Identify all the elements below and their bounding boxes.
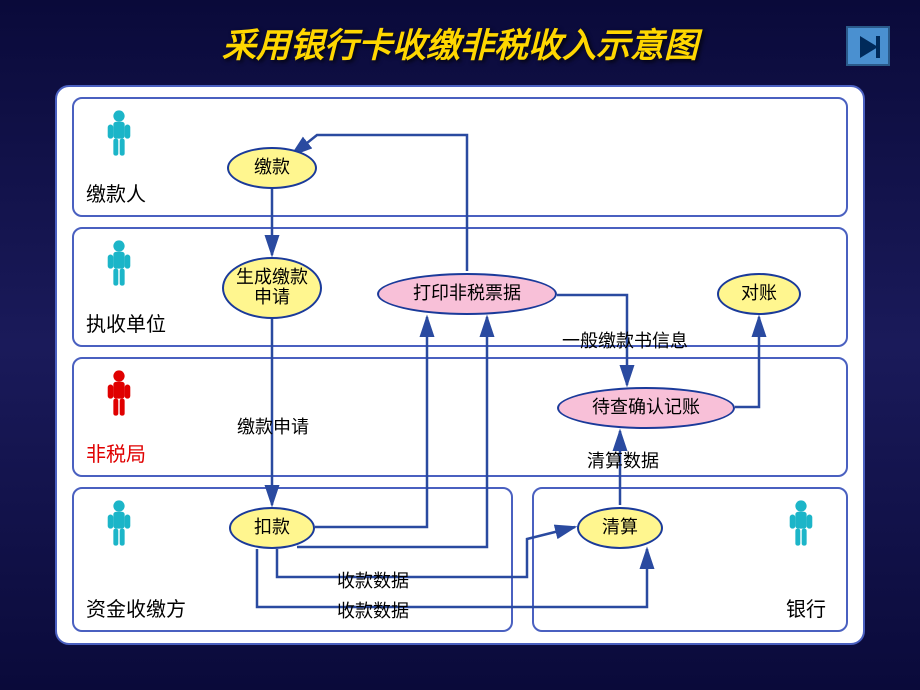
edge-label: 清算数据 xyxy=(587,447,659,473)
node-settle: 清算 xyxy=(577,507,663,549)
node-print: 打印非税票据 xyxy=(377,273,557,315)
edge-label: 一般缴款书信息 xyxy=(562,327,688,353)
node-pay: 缴款 xyxy=(227,147,317,189)
lane-label: 缴款人 xyxy=(86,178,146,207)
edge-label: 缴款申请 xyxy=(237,413,309,439)
person-icon xyxy=(102,369,136,417)
person-icon xyxy=(102,499,136,547)
lane-taxbureau: 非税局 xyxy=(72,357,848,477)
node-deduct: 扣款 xyxy=(229,507,315,549)
node-gen: 生成缴款申请 xyxy=(222,257,322,319)
node-confirm: 待查确认记账 xyxy=(557,387,735,429)
person-icon xyxy=(102,109,136,157)
edge-label: 收款数据 xyxy=(337,597,409,623)
lane-payer: 缴款人 xyxy=(72,97,848,217)
lane-label: 银行 xyxy=(786,593,826,622)
lane-label: 资金收缴方 xyxy=(86,593,186,622)
lane-label: 执收单位 xyxy=(86,308,166,337)
flowchart-panel: 缴款人 执收单位 非税局 资金收缴方 银行 xyxy=(55,85,865,645)
page-title: 采用银行卡收缴非税收入示意图 xyxy=(0,0,920,67)
lane-bank: 银行 xyxy=(532,487,848,632)
node-recon: 对账 xyxy=(717,273,801,315)
person-icon xyxy=(784,499,818,547)
node-label: 生成缴款申请 xyxy=(224,268,320,308)
lane-label: 非税局 xyxy=(86,438,146,467)
person-icon xyxy=(102,239,136,287)
play-button[interactable] xyxy=(846,26,890,66)
edge-label: 收款数据 xyxy=(337,567,409,593)
